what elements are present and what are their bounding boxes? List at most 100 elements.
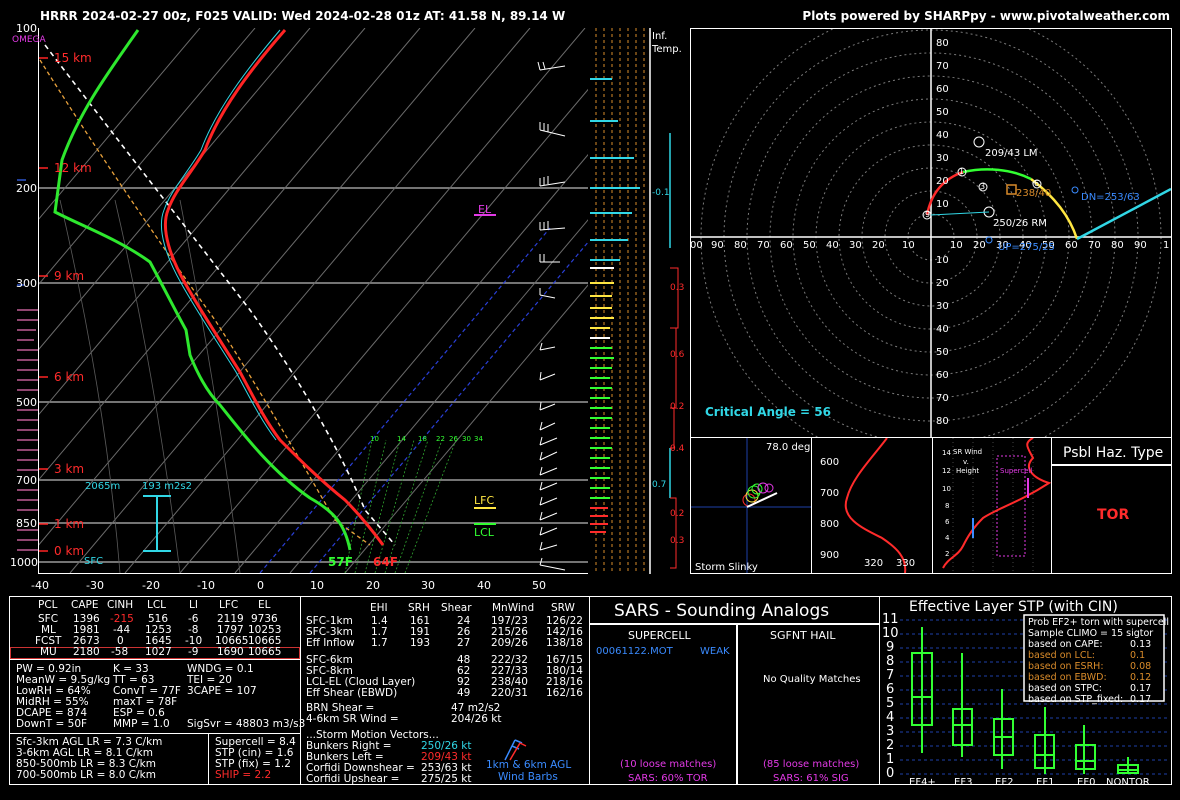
thermo-tt: TT = 63 [113,674,155,686]
kin-cloud-srw: 218/16 [546,676,583,688]
thermo-midrh: MidRH = 55% [16,696,89,708]
theta-level-800: 800 [820,519,840,530]
srwind-supercell: Supercell [1000,467,1033,475]
stp-legend-stpfix-value: 0.17 [1130,694,1152,705]
kin-sfc1-srh: 161 [410,615,431,627]
hodo-ring-left-60: 60 [780,240,793,251]
hodo-ring-right-40: 40 [1019,240,1032,251]
stp-cat-ef3: EF3 [954,777,973,788]
kin-corfidi-down-label: Corfidi Downshear = [306,762,415,774]
theta-xtick-330: 330 [896,558,916,569]
critical-angle: Critical Angle = 56 [705,405,831,419]
hodo-ring-up-40: 40 [936,130,949,141]
kin-cloud-name: LCL-EL (Cloud Layer) [306,676,416,688]
kin-sfc8-shear: 62 [457,665,471,677]
theta-level-600: 600 [820,457,840,468]
stp-cat-ef4: EF4+ [909,777,936,788]
kin-barb-note-2: Wind Barbs [498,771,558,783]
sars-no-match: No Quality Matches [763,674,861,685]
index-stp-cin: STP (cin) = 1.6 [215,747,294,759]
parcel-mu-li: -9 [188,646,199,658]
kin-bunkers-left-value: 209/43 kt [421,751,472,763]
parcel-mu-lfc: 1690 [217,646,244,658]
temp-tick-30: 30 [421,579,435,592]
height-label-15km: 15 km [54,51,92,65]
skewt-chart [17,28,589,573]
kin-eff-srh: 193 [410,637,431,649]
kin-header-shear: Shear [441,602,472,614]
hodo-ring-down-20: 20 [936,278,949,289]
temp-tick-10: 10 [310,579,324,592]
inflow-column [588,28,691,574]
inflow-title-2: Temp. [652,44,682,55]
hodo-ring-right-10: 10 [950,240,963,251]
effective-layer-height: 2065m [85,481,121,492]
hodo-lm-label: 209/43 LM [985,148,1038,159]
parcel-mu-el: 10665 [248,646,282,658]
pressure-tick-100: 100 [16,22,37,35]
kin-corfidi-down-value: 253/63 kt [421,762,472,774]
srwind-title-1: SR Wind [953,448,983,456]
thermo-3cape: 3CAPE = 107 [187,685,257,697]
hodo-ring-left-10: 10 [902,240,915,251]
inflow-val-2: 0.3 [670,283,685,293]
index-ship: SHIP = 2.2 [215,769,272,781]
stp-ytick-9: 9 [886,640,895,655]
temp-tick-40: 40 [477,579,491,592]
hodograph-chart [691,29,1171,437]
hodo-ring-up-50: 50 [936,107,949,118]
thermo-maxt: maxT = 78F [113,696,178,708]
lapse-700500: 700-500mb LR = 8.0 C/km [16,769,156,781]
parcel-header-pcl: PCL [38,599,58,611]
inflow-val-6: 0.7 [652,480,667,490]
hodo-mean-label: 238/40 [1016,188,1052,199]
thermo-lowrh: LowRH = 64% [16,685,91,697]
kin-cloud-shear: 92 [457,676,471,688]
hodo-ring-down-60: 60 [936,370,949,381]
lapse-sfc3: Sfc-3km AGL LR = 7.3 C/km [16,736,163,748]
parcel-fcst-lfc: 10665 [215,635,249,647]
index-stp-fix: STP (fix) = 1.2 [215,758,291,770]
mixing-ratio-34: 34 [474,435,483,443]
stp-legend-title-1: Prob EF2+ torn with supercell [1028,617,1169,628]
hodo-ring-down-80: 80 [936,416,949,427]
pressure-tick-700: 700 [16,474,37,487]
thermo-tei: TEI = 20 [187,674,232,686]
thermo-meanw: MeanW = 9.5g/kg [16,674,111,686]
mixing-ratio-22: 22 [436,435,445,443]
slinky-angle: 78.0 deg [766,442,811,453]
thermo-sigsvr: SigSvr = 48803 m3/s3 [187,718,306,730]
hazard-value: TOR [1097,507,1130,523]
sars-supercell-header: SUPERCELL [628,629,691,642]
hodo-ring-up-20: 20 [936,176,949,187]
parcel-sfc-li: -6 [188,613,199,625]
kin-ebwd-shear: 49 [457,687,471,699]
header-title: HRRR 2024-02-27 00z, F025 VALID: Wed 202… [40,9,566,23]
pressure-tick-300: 300 [16,277,37,290]
hodo-ring-left-100: 00 [690,240,703,251]
parcel-ml-name: ML [41,624,56,636]
stp-legend-ebwd-value: 0.12 [1130,672,1152,683]
kin-eff-mnwind: 209/26 [491,637,528,649]
inflow-val-4: 0.2 [670,402,685,412]
kin-sfc3-ehi: 1.7 [371,626,388,638]
hodo-ring-up-10: 10 [936,199,949,210]
sfc-label: SFC [84,556,104,567]
stp-legend-ebwd-label: based on EBWD: [1028,672,1107,683]
srwind-tick-8: 8 [945,502,950,510]
parcel-header-cape: CAPE [71,599,99,611]
parcel-sfc-cape: 1396 [73,613,100,625]
parcel-mu-cape: 2180 [73,646,100,658]
hodo-point-9: 9 [925,210,931,219]
hodo-ring-right-90: 90 [1134,240,1147,251]
sars-sig: SARS: 61% SIG [773,773,849,784]
stp-legend-cape-label: based on CAPE: [1028,639,1103,650]
stp-cat-ef1: EF1 [1036,777,1055,788]
stp-cat-nontor: NONTOR [1106,777,1150,788]
srwind-title-2: v. [963,458,969,466]
mixing-ratio-26: 26 [449,435,458,443]
stp-legend-lcl-label: based on LCL: [1028,650,1095,661]
kin-sfc6-srw: 167/15 [546,654,583,666]
kin-sfc3-mnwind: 215/26 [491,626,528,638]
thermo-pw: PW = 0.92in [16,663,82,675]
